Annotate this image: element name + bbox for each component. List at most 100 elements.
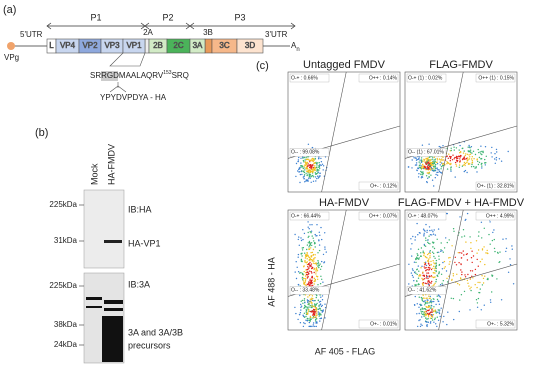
event: [319, 300, 322, 303]
event: [316, 302, 318, 305]
event: [306, 306, 309, 308]
event: [431, 158, 433, 161]
event: [424, 304, 426, 306]
event: [422, 283, 424, 286]
event: [318, 175, 321, 177]
event: [425, 314, 428, 316]
event: [427, 272, 430, 274]
band-label: precursors: [128, 340, 171, 350]
event: [316, 175, 319, 177]
event: [435, 303, 437, 306]
event: [307, 271, 309, 274]
event: [304, 260, 306, 262]
event: [313, 267, 316, 270]
event: [309, 264, 311, 267]
event: [317, 284, 319, 286]
event: [434, 158, 437, 160]
region: P2: [162, 12, 173, 22]
event: [411, 159, 413, 161]
event: [458, 310, 460, 313]
event: [310, 181, 312, 183]
event: [437, 275, 439, 277]
event: [310, 164, 312, 167]
event: [311, 275, 313, 278]
event: [314, 257, 316, 259]
event: [423, 313, 425, 316]
event: [314, 169, 316, 171]
event: [459, 299, 461, 301]
event: [303, 161, 305, 163]
gene-label: 3D: [245, 41, 255, 50]
event: [479, 281, 481, 284]
event: [426, 312, 429, 315]
event: [450, 297, 452, 299]
event: [453, 149, 455, 151]
event: [312, 248, 315, 251]
event: [494, 250, 496, 253]
event: [318, 305, 320, 307]
event: [324, 248, 326, 250]
event: [464, 274, 466, 276]
event: [419, 159, 421, 161]
event: [312, 322, 315, 324]
event: [469, 236, 471, 238]
event: [438, 303, 441, 305]
event: [311, 251, 314, 254]
event: [469, 147, 471, 149]
quadrant-box: [358, 181, 399, 191]
event: [430, 159, 432, 161]
event: [422, 308, 424, 310]
event: [308, 321, 311, 324]
event: [472, 150, 475, 152]
event: [309, 177, 311, 179]
event: [421, 167, 423, 169]
event: [315, 315, 317, 317]
event: [472, 277, 474, 279]
event: [297, 238, 299, 241]
event: [308, 267, 310, 269]
event: [423, 301, 425, 303]
gate: [321, 71, 347, 193]
event: [314, 242, 316, 245]
event: [467, 282, 469, 284]
event: [424, 310, 426, 313]
event: [302, 302, 304, 304]
event: [467, 146, 469, 148]
event: [442, 280, 444, 282]
event: [417, 248, 420, 250]
event: [450, 170, 452, 172]
event: [426, 299, 428, 301]
event: [425, 266, 427, 269]
event: [303, 156, 305, 159]
event: [428, 162, 430, 164]
event: [304, 322, 306, 325]
event: [425, 256, 427, 258]
event: [302, 315, 305, 317]
event: [433, 310, 435, 313]
event: [315, 313, 318, 315]
event: [318, 156, 320, 158]
event: [421, 144, 424, 146]
event: [307, 296, 309, 298]
event: [457, 282, 459, 285]
event: [462, 229, 465, 231]
event: [428, 266, 430, 269]
event: [427, 280, 429, 282]
event: [418, 161, 420, 163]
event: [429, 167, 431, 169]
event: [294, 233, 296, 236]
event: [303, 298, 306, 300]
event: [306, 312, 308, 315]
event: [295, 162, 298, 165]
event: [462, 157, 464, 160]
band-label: 3A and 3A/3B: [128, 327, 183, 337]
event: [480, 153, 482, 155]
event: [474, 268, 477, 271]
event: [454, 261, 456, 264]
event: [325, 251, 327, 253]
event: [418, 164, 421, 167]
event: [496, 278, 498, 280]
plot-title: Untagged FMDV: [303, 59, 386, 71]
event: [426, 276, 429, 278]
event: [307, 236, 309, 238]
